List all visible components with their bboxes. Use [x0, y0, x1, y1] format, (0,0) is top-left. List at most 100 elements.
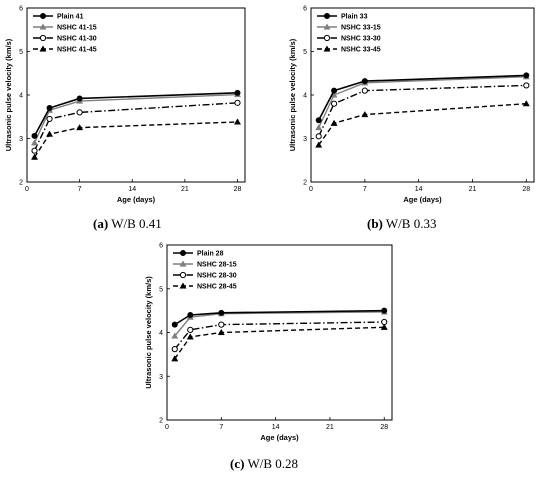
legend-marker-4: [323, 45, 331, 52]
legend-label-3: NSHC 41-30: [57, 36, 97, 43]
y-tick-label: 2: [19, 180, 23, 187]
series-line-2: [318, 76, 527, 128]
series-2-point: [30, 139, 39, 146]
series-3-point: [31, 147, 38, 154]
series-4-point: [330, 119, 338, 126]
series-line-3: [174, 321, 385, 350]
series-4-point: [217, 328, 225, 336]
x-tick-label: 21: [469, 186, 477, 193]
series-3-point: [187, 326, 194, 333]
caption-b-letter: (b): [367, 216, 383, 231]
series-line-3: [318, 84, 527, 137]
legend-label-3: NSHC 28-30: [197, 273, 237, 280]
series-1-point: [31, 132, 38, 139]
caption-c: (c) W/B 0.28: [230, 456, 298, 472]
y-tick-label: 4: [19, 93, 23, 100]
series-4-point: [186, 333, 194, 340]
series-4-point: [380, 323, 388, 330]
y-tick-label: 6: [159, 243, 163, 250]
plot-frame: [166, 244, 393, 421]
y-tick-label: 4: [303, 93, 307, 100]
x-tick-label: 7: [219, 424, 223, 431]
y-tick-label: 5: [159, 286, 163, 293]
series-line-4: [318, 103, 527, 146]
plot-frame: [310, 7, 535, 183]
caption-a-text: W/B 0.41: [111, 216, 162, 231]
series-line-1: [174, 309, 385, 326]
series-4-point: [233, 118, 242, 125]
series-1-point: [234, 89, 241, 96]
series-4-point: [171, 355, 179, 362]
series-line-2: [174, 311, 385, 337]
chart-panel-1: 2 3 4 5 6 0 7 14 21 28 Age (days) Ultrasonic pulse …: [4, 6, 246, 204]
x-tick-label: 21: [181, 186, 189, 193]
series-1-point: [46, 105, 53, 112]
y-axis-label: Ultrasonic pulse velocity (km/s): [144, 276, 153, 389]
series-line-2: [33, 93, 238, 144]
y-axis-label: Ultrasonic pulse velocity (km/s): [288, 38, 297, 151]
series-3-point: [76, 109, 83, 116]
x-tick-label: 0: [25, 186, 29, 193]
y-tick-label: 6: [19, 6, 23, 13]
x-tick-label: 14: [128, 186, 136, 193]
series-3-point: [315, 133, 322, 140]
series-3-point: [234, 99, 241, 106]
series-3-point: [381, 318, 388, 326]
series-line-4: [174, 326, 385, 360]
series-3-point: [361, 87, 368, 94]
legend-label-1: Plain 41: [57, 14, 84, 21]
series-1-point: [171, 321, 178, 328]
legend-label-1: Plain 28: [197, 251, 224, 258]
caption-a: (a) W/B 0.41: [93, 216, 162, 232]
y-tick-label: 5: [303, 49, 307, 56]
y-tick-label: 2: [159, 418, 163, 425]
series-3-point: [523, 82, 530, 89]
x-axis-label: Age (days): [117, 195, 156, 204]
series-3-point: [46, 115, 53, 123]
y-tick-label: 6: [303, 6, 307, 13]
y-tick-label: 3: [303, 136, 307, 143]
series-1-point: [331, 87, 338, 94]
legend-label-2: NSHC 41-15: [57, 25, 97, 32]
series-line-1: [33, 92, 238, 137]
x-tick-label: 7: [78, 186, 82, 193]
y-axis-label: Ultrasonic pulse velocity (km/s): [4, 38, 13, 151]
series-1-point: [315, 117, 322, 124]
series-4-point: [315, 141, 323, 148]
legend-marker-1: [323, 12, 330, 19]
series-2-point: [171, 332, 179, 339]
caption-c-letter: (c): [230, 456, 245, 471]
series-1-point: [76, 95, 83, 102]
series-4-point: [361, 110, 369, 118]
x-tick-label: 14: [415, 186, 423, 193]
y-tick-label: 5: [19, 49, 23, 56]
legend-label-2: NSHC 33-15: [341, 25, 381, 32]
x-tick-label: 28: [380, 424, 388, 431]
series-2-point: [315, 124, 323, 131]
series-3-point: [171, 346, 178, 353]
caption-c-text: W/B 0.28: [247, 456, 299, 471]
y-tick-label: 3: [159, 374, 163, 381]
x-tick-label: 0: [309, 186, 313, 193]
x-axis-label: Age (days): [403, 195, 442, 204]
legend-label-4: NSHC 28-45: [197, 284, 237, 291]
y-tick-label: 3: [19, 136, 23, 143]
legend-label-3: NSHC 33-30: [341, 36, 381, 43]
legend-label-1: Plain 33: [341, 14, 368, 21]
legend-label-2: NSHC 28-15: [197, 262, 237, 269]
x-axis-label: Age (days): [260, 433, 299, 442]
x-tick-label: 14: [272, 424, 280, 431]
caption-b: (b) W/B 0.33: [367, 216, 436, 232]
legend-marker-2: [179, 260, 187, 267]
legend-label-4: NSHC 41-45: [57, 47, 97, 54]
legend-marker-1: [40, 12, 47, 19]
legend-marker-4: [39, 45, 47, 52]
x-tick-label: 28: [522, 186, 530, 193]
legend-marker-3: [179, 271, 187, 279]
series-1-point: [523, 72, 530, 79]
series-1-point: [187, 311, 194, 318]
series-line-1: [317, 74, 527, 121]
y-tick-label: 4: [159, 330, 163, 337]
legend-marker-1: [179, 249, 186, 256]
